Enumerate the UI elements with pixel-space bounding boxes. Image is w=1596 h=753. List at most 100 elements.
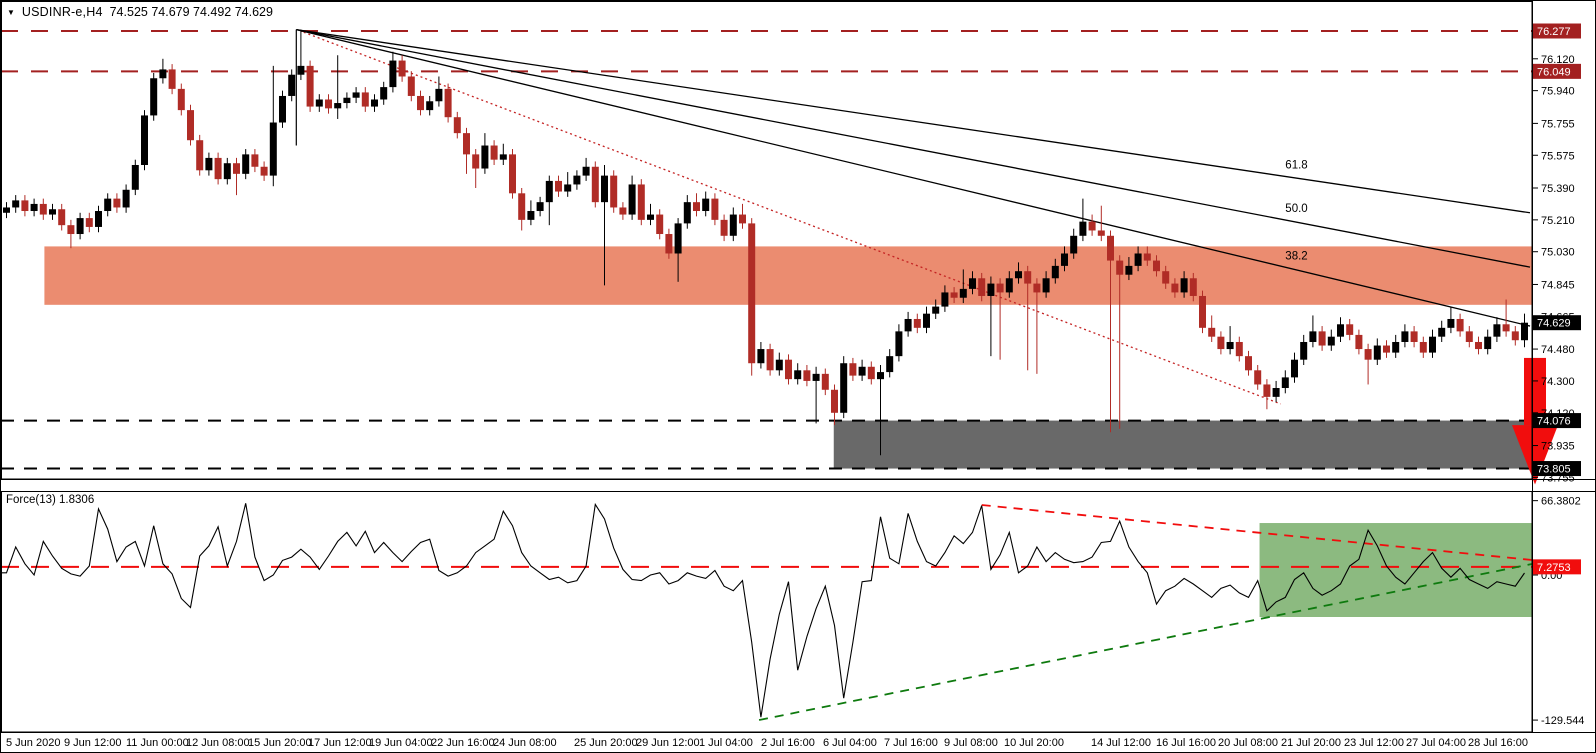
candle-bull: [297, 65, 305, 75]
candle-bear: [1107, 235, 1114, 261]
date-label: 25 Jun 20:00: [574, 737, 638, 749]
candle-bull: [564, 184, 572, 192]
candle-bear: [398, 60, 406, 77]
candle-bull: [131, 164, 139, 190]
main-price-panel[interactable]: [1, 30, 1532, 470]
candle-bear: [214, 157, 222, 180]
candle-bull: [904, 318, 912, 332]
date-label: 1 Jul 04:00: [699, 737, 753, 749]
candle-bull: [1392, 341, 1400, 353]
candle-bull: [729, 214, 737, 236]
convergence-box[interactable]: [1259, 523, 1532, 617]
candle-bear: [1263, 384, 1271, 397]
candle-bear: [1088, 221, 1096, 231]
fib-fan-line-38.2[interactable]: [296, 28, 1531, 327]
candle-bull: [1015, 271, 1022, 279]
force-indicator-panel[interactable]: [1, 502, 1533, 721]
candle-bear: [637, 184, 645, 220]
candle-bull: [1309, 331, 1317, 342]
price-tick-label: 73.935: [1541, 441, 1575, 453]
candle-bull: [877, 372, 884, 380]
candle-bull: [674, 223, 682, 254]
price-badge-74.076-bg: [1533, 413, 1581, 429]
candle-bear: [306, 65, 314, 107]
candle-bear: [693, 202, 700, 212]
symbol-timeframe-label: USDINR-e,H4: [21, 5, 103, 19]
supply-zone[interactable]: [44, 246, 1532, 305]
candle-bull: [150, 78, 158, 116]
candle-bear: [1410, 331, 1418, 342]
candle-bear: [610, 175, 618, 208]
indicator-label: Force(13) 1.8306: [6, 494, 95, 506]
candle-bear: [251, 154, 259, 167]
candle-bull: [683, 202, 691, 224]
current-price-badge: 74.629: [1537, 318, 1571, 330]
candle-bull: [269, 122, 277, 176]
candle-bull: [545, 180, 553, 203]
sell-signal-arrow[interactable]: [1512, 357, 1558, 485]
candle-bull: [95, 211, 102, 227]
date-label: 27 Jul 04:00: [1406, 737, 1466, 749]
date-label: 9 Jun 12:00: [64, 737, 122, 749]
fib-fan[interactable]: 61.8 50.0 38.2: [295, 28, 1531, 327]
candle-bear: [1346, 324, 1354, 335]
arrow-shaft: [1524, 357, 1546, 426]
candle-bull: [941, 292, 949, 307]
candle-bear: [407, 76, 415, 96]
candle-bear: [325, 99, 332, 109]
price-tick-label: 74.845: [1541, 279, 1575, 291]
candle-bull: [1484, 336, 1492, 350]
candle-bull: [1373, 345, 1381, 360]
price-tick-label: 75.030: [1541, 247, 1575, 259]
candle-bear: [996, 283, 1004, 293]
candle-bull: [315, 99, 323, 107]
dotted-trendline[interactable]: [303, 31, 1281, 405]
candle-bull: [858, 366, 866, 376]
candle-bear: [361, 92, 369, 107]
symbol-dropdown-icon[interactable]: ▼: [7, 7, 15, 17]
force-tick-label: 66.3802: [1541, 496, 1581, 508]
demand-zone[interactable]: [833, 420, 1532, 469]
candle-bull: [840, 363, 848, 413]
candle-bull: [242, 154, 250, 174]
candle-bear: [555, 180, 562, 192]
price-axis[interactable]: 76.120 75.940 75.755 75.575 75.390 75.210 75.0…: [1533, 23, 1584, 728]
candle-bull: [1429, 336, 1436, 353]
candle-bull: [1051, 265, 1059, 279]
candle-bear: [803, 370, 811, 381]
fib-fan-label-38.2: 38.2: [1285, 250, 1307, 262]
price-tick-label: 75.390: [1541, 183, 1575, 195]
candle-bull: [1005, 278, 1013, 293]
date-label: 5 Jun 2020: [6, 737, 60, 749]
candle-bear: [1208, 327, 1216, 337]
date-label: 11 Jun 00:00: [126, 737, 189, 749]
candle-bear: [417, 95, 424, 111]
chart-title-bar: ▼ USDINR-e,H4 74.525 74.679 74.492 74.62…: [7, 5, 273, 19]
force-declining-resistance[interactable]: [981, 504, 1532, 561]
price-tick-label: 74.480: [1541, 344, 1575, 356]
price-badge-73.805-bg: [1533, 461, 1581, 477]
ohlc-values-label: 74.525 74.679 74.492 74.629: [109, 5, 273, 19]
fib-fan-line-61.8[interactable]: [296, 28, 1531, 214]
date-label: 21 Jul 20:00: [1281, 737, 1341, 749]
candle-bull: [104, 198, 112, 212]
candle-bull: [1079, 221, 1087, 236]
fib-fan-line-50.0[interactable]: [296, 28, 1531, 268]
candle-bull: [426, 101, 434, 111]
date-label: 10 Jul 20:00: [1004, 737, 1064, 749]
arrow-head: [1512, 425, 1558, 485]
candle-bull: [702, 198, 710, 212]
candlesticks: [3, 29, 1528, 456]
force-line: [1, 502, 1525, 718]
date-label: 15 Jun 20:00: [248, 737, 312, 749]
force-rising-support[interactable]: [758, 563, 1533, 721]
candle-bear: [1465, 331, 1473, 342]
candle-bear: [444, 88, 452, 118]
candle-bull: [279, 95, 286, 123]
candle-bull: [628, 184, 636, 215]
fib-fan-label-50.0: 50.0: [1285, 203, 1307, 215]
candle-bear: [1024, 271, 1032, 284]
